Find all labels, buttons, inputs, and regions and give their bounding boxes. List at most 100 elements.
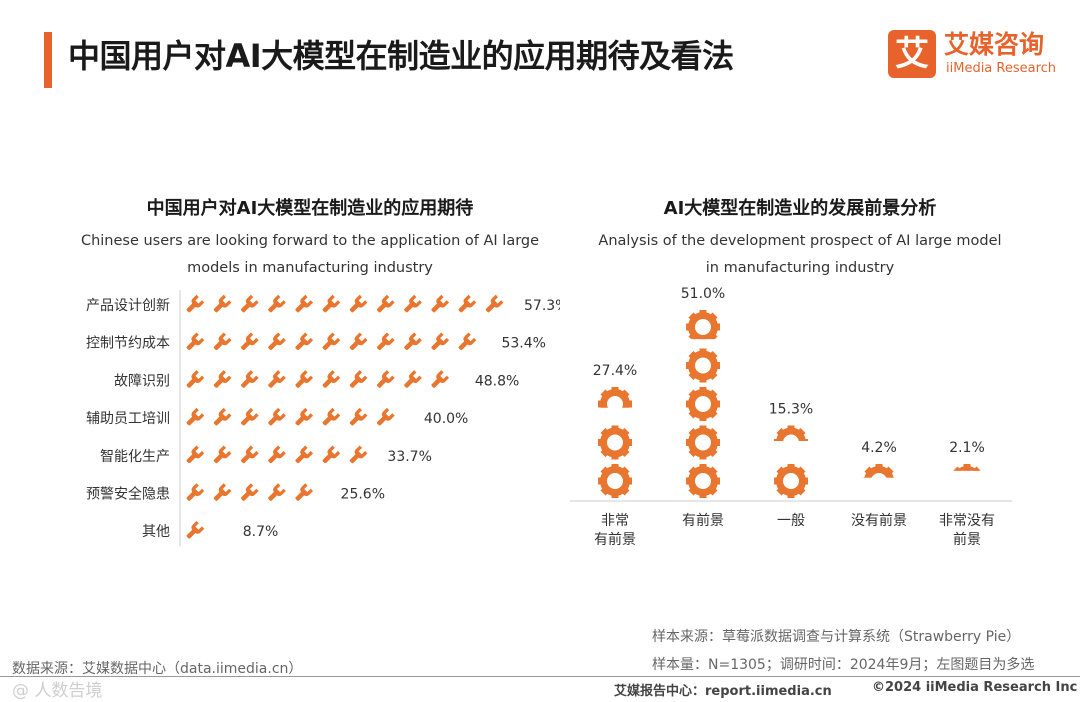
data-source-note: 数据来源：艾媒数据中心（data.iimedia.cn）	[12, 661, 303, 677]
prospect-column: 4.2% 没有前景	[851, 440, 907, 529]
category-label: 预警安全隐患	[86, 486, 170, 503]
gear-icon	[774, 464, 808, 498]
left-chart-plot: 产品设计创新 57.3% 控制节约成本 53.4% 故障识别 48.8% 辅助员工培训 40.…	[86, 290, 560, 547]
wrench-icon	[268, 407, 286, 426]
expectation-pictogram-chart: 产品设计创新 57.3% 控制节约成本 53.4% 故障识别 48.8% 辅助员工培训 40.…	[86, 290, 560, 547]
wrench-icon	[295, 445, 314, 464]
category-label: 非常没有前景	[939, 513, 995, 548]
value-label: 8.7%	[243, 524, 279, 540]
value-label: 33.7%	[387, 449, 431, 465]
value-label: 4.2%	[861, 440, 897, 456]
wrench-icon	[268, 370, 286, 388]
copyright: ©2024 iiMedia Research Inc	[872, 680, 1078, 695]
wrench-icon	[431, 370, 450, 388]
prospect-column: 51.0% 有前景	[681, 286, 725, 529]
category-label: 控制节约成本	[86, 336, 170, 352]
right-chart-heading: AI大模型在制造业的发展前景分析 Analysis of the develop…	[560, 194, 1040, 282]
wrench-icon	[213, 407, 232, 426]
wrench-icon	[295, 370, 314, 388]
wrench-icon	[241, 370, 259, 388]
wrench-icon	[322, 445, 341, 464]
value-label: 48.8%	[475, 373, 519, 389]
category-label: 非常有前景	[594, 513, 636, 548]
value-label: 40.0%	[424, 411, 468, 427]
wrench-icon	[241, 332, 259, 351]
gear-icon	[598, 464, 632, 498]
gear-icon-partial	[952, 464, 982, 471]
left-chart-subtitle-line1: Chinese users are looking forward to the…	[80, 233, 540, 249]
wrench-icon	[431, 294, 450, 313]
left-chart-title: 中国用户对AI大模型在制造业的应用期待	[146, 198, 474, 219]
value-label: 2.1%	[949, 440, 985, 456]
wrench-icon	[295, 483, 314, 501]
sample-source-note: 样本来源：草莓派数据调查与计算系统（Strawberry Pie）	[652, 629, 1021, 645]
expectation-row: 控制节约成本 53.4%	[86, 332, 546, 352]
wrench-icon	[268, 332, 286, 351]
watermark: @ 人数告境	[12, 681, 103, 701]
category-label: 智能化生产	[100, 449, 170, 465]
wrench-icon	[377, 370, 395, 388]
wrench-icon	[186, 445, 205, 464]
right-chart-subtitle: Analysis of the development prospect of …	[560, 228, 1040, 282]
wrench-icon	[404, 294, 422, 313]
left-chart-heading: 中国用户对AI大模型在制造业的应用期待 Chinese users are lo…	[60, 194, 560, 282]
expectation-row: 辅助员工培训 40.0%	[86, 407, 468, 427]
expectation-row: 故障识别 48.8%	[114, 370, 519, 389]
category-label: 产品设计创新	[86, 298, 170, 314]
wrench-icon	[213, 445, 232, 464]
wrench-icon	[213, 483, 232, 501]
wrench-icon	[213, 294, 232, 313]
category-label: 没有前景	[851, 512, 907, 529]
right-chart-subtitle-line2: in manufacturing industry	[705, 260, 895, 276]
wrench-icon	[322, 370, 341, 388]
wrench-icon	[322, 332, 341, 351]
gear-icon	[686, 425, 720, 460]
category-label: 其他	[142, 524, 170, 540]
wrench-icon	[186, 332, 205, 351]
category-label: 有前景	[682, 512, 724, 529]
wrench-icon	[349, 370, 368, 388]
wrench-icon	[295, 332, 314, 351]
logo-text-cn: 艾媒咨询	[944, 30, 1045, 59]
wrench-icon	[458, 294, 477, 313]
wrench-icon	[322, 407, 341, 426]
footer-divider	[0, 676, 1080, 677]
wrench-icon	[404, 370, 422, 388]
report-center-link[interactable]: 艾媒报告中心：report.iimedia.cn	[614, 684, 832, 699]
wrench-icon	[213, 332, 232, 351]
gear-icon-partial	[686, 310, 720, 340]
value-label: 27.4%	[593, 363, 637, 379]
expectation-row: 预警安全隐患 25.6%	[86, 483, 385, 503]
prospect-column: 2.1% 非常没有前景	[939, 440, 995, 548]
prospect-column: 15.3% 一般	[769, 402, 813, 530]
expectation-row: 其他 8.7%	[142, 520, 279, 540]
wrench-icon	[349, 294, 368, 313]
right-chart-title: AI大模型在制造业的发展前景分析	[663, 198, 937, 219]
wrench-icon	[241, 407, 259, 426]
category-label: 辅助员工培训	[86, 411, 170, 427]
page-title: 中国用户对AI大模型在制造业的应用期待及看法	[68, 37, 734, 75]
wrench-icon	[268, 294, 286, 313]
right-chart-subtitle-line1: Analysis of the development prospect of …	[598, 233, 1002, 249]
wrench-icon	[241, 445, 259, 464]
value-label: 53.4%	[501, 336, 545, 352]
wrench-icon	[349, 332, 368, 351]
wrench-icon	[322, 294, 341, 313]
wrench-icon	[186, 370, 205, 388]
category-label: 一般	[777, 513, 805, 529]
wrench-icon	[404, 332, 422, 351]
wrench-icon	[241, 483, 259, 501]
value-label: 15.3%	[769, 402, 813, 418]
wrench-icon	[377, 294, 395, 313]
right-chart-plot: 27.4% 非常有前景 51.0% 有前景 15.3% 一般 4.2% 没有前景 2.1% 非常没…	[593, 286, 995, 548]
expectation-row: 智能化生产 33.7%	[100, 445, 432, 465]
sample-info-note: 样本量：N=1305；调研时间：2024年9月；左图题目为多选	[652, 657, 1035, 673]
wrench-icon	[186, 483, 205, 501]
prospect-pictogram-chart: 27.4% 非常有前景 51.0% 有前景 15.3% 一般 4.2% 没有前景 2.1% 非常没…	[570, 286, 1012, 548]
left-chart-subtitle: Chinese users are looking forward to the…	[60, 228, 560, 282]
wrench-icon	[377, 332, 395, 351]
wrench-icon	[485, 294, 504, 313]
gear-icon-partial	[598, 387, 632, 408]
logo-mark: 艾	[888, 30, 936, 78]
gear-icon	[598, 425, 632, 460]
